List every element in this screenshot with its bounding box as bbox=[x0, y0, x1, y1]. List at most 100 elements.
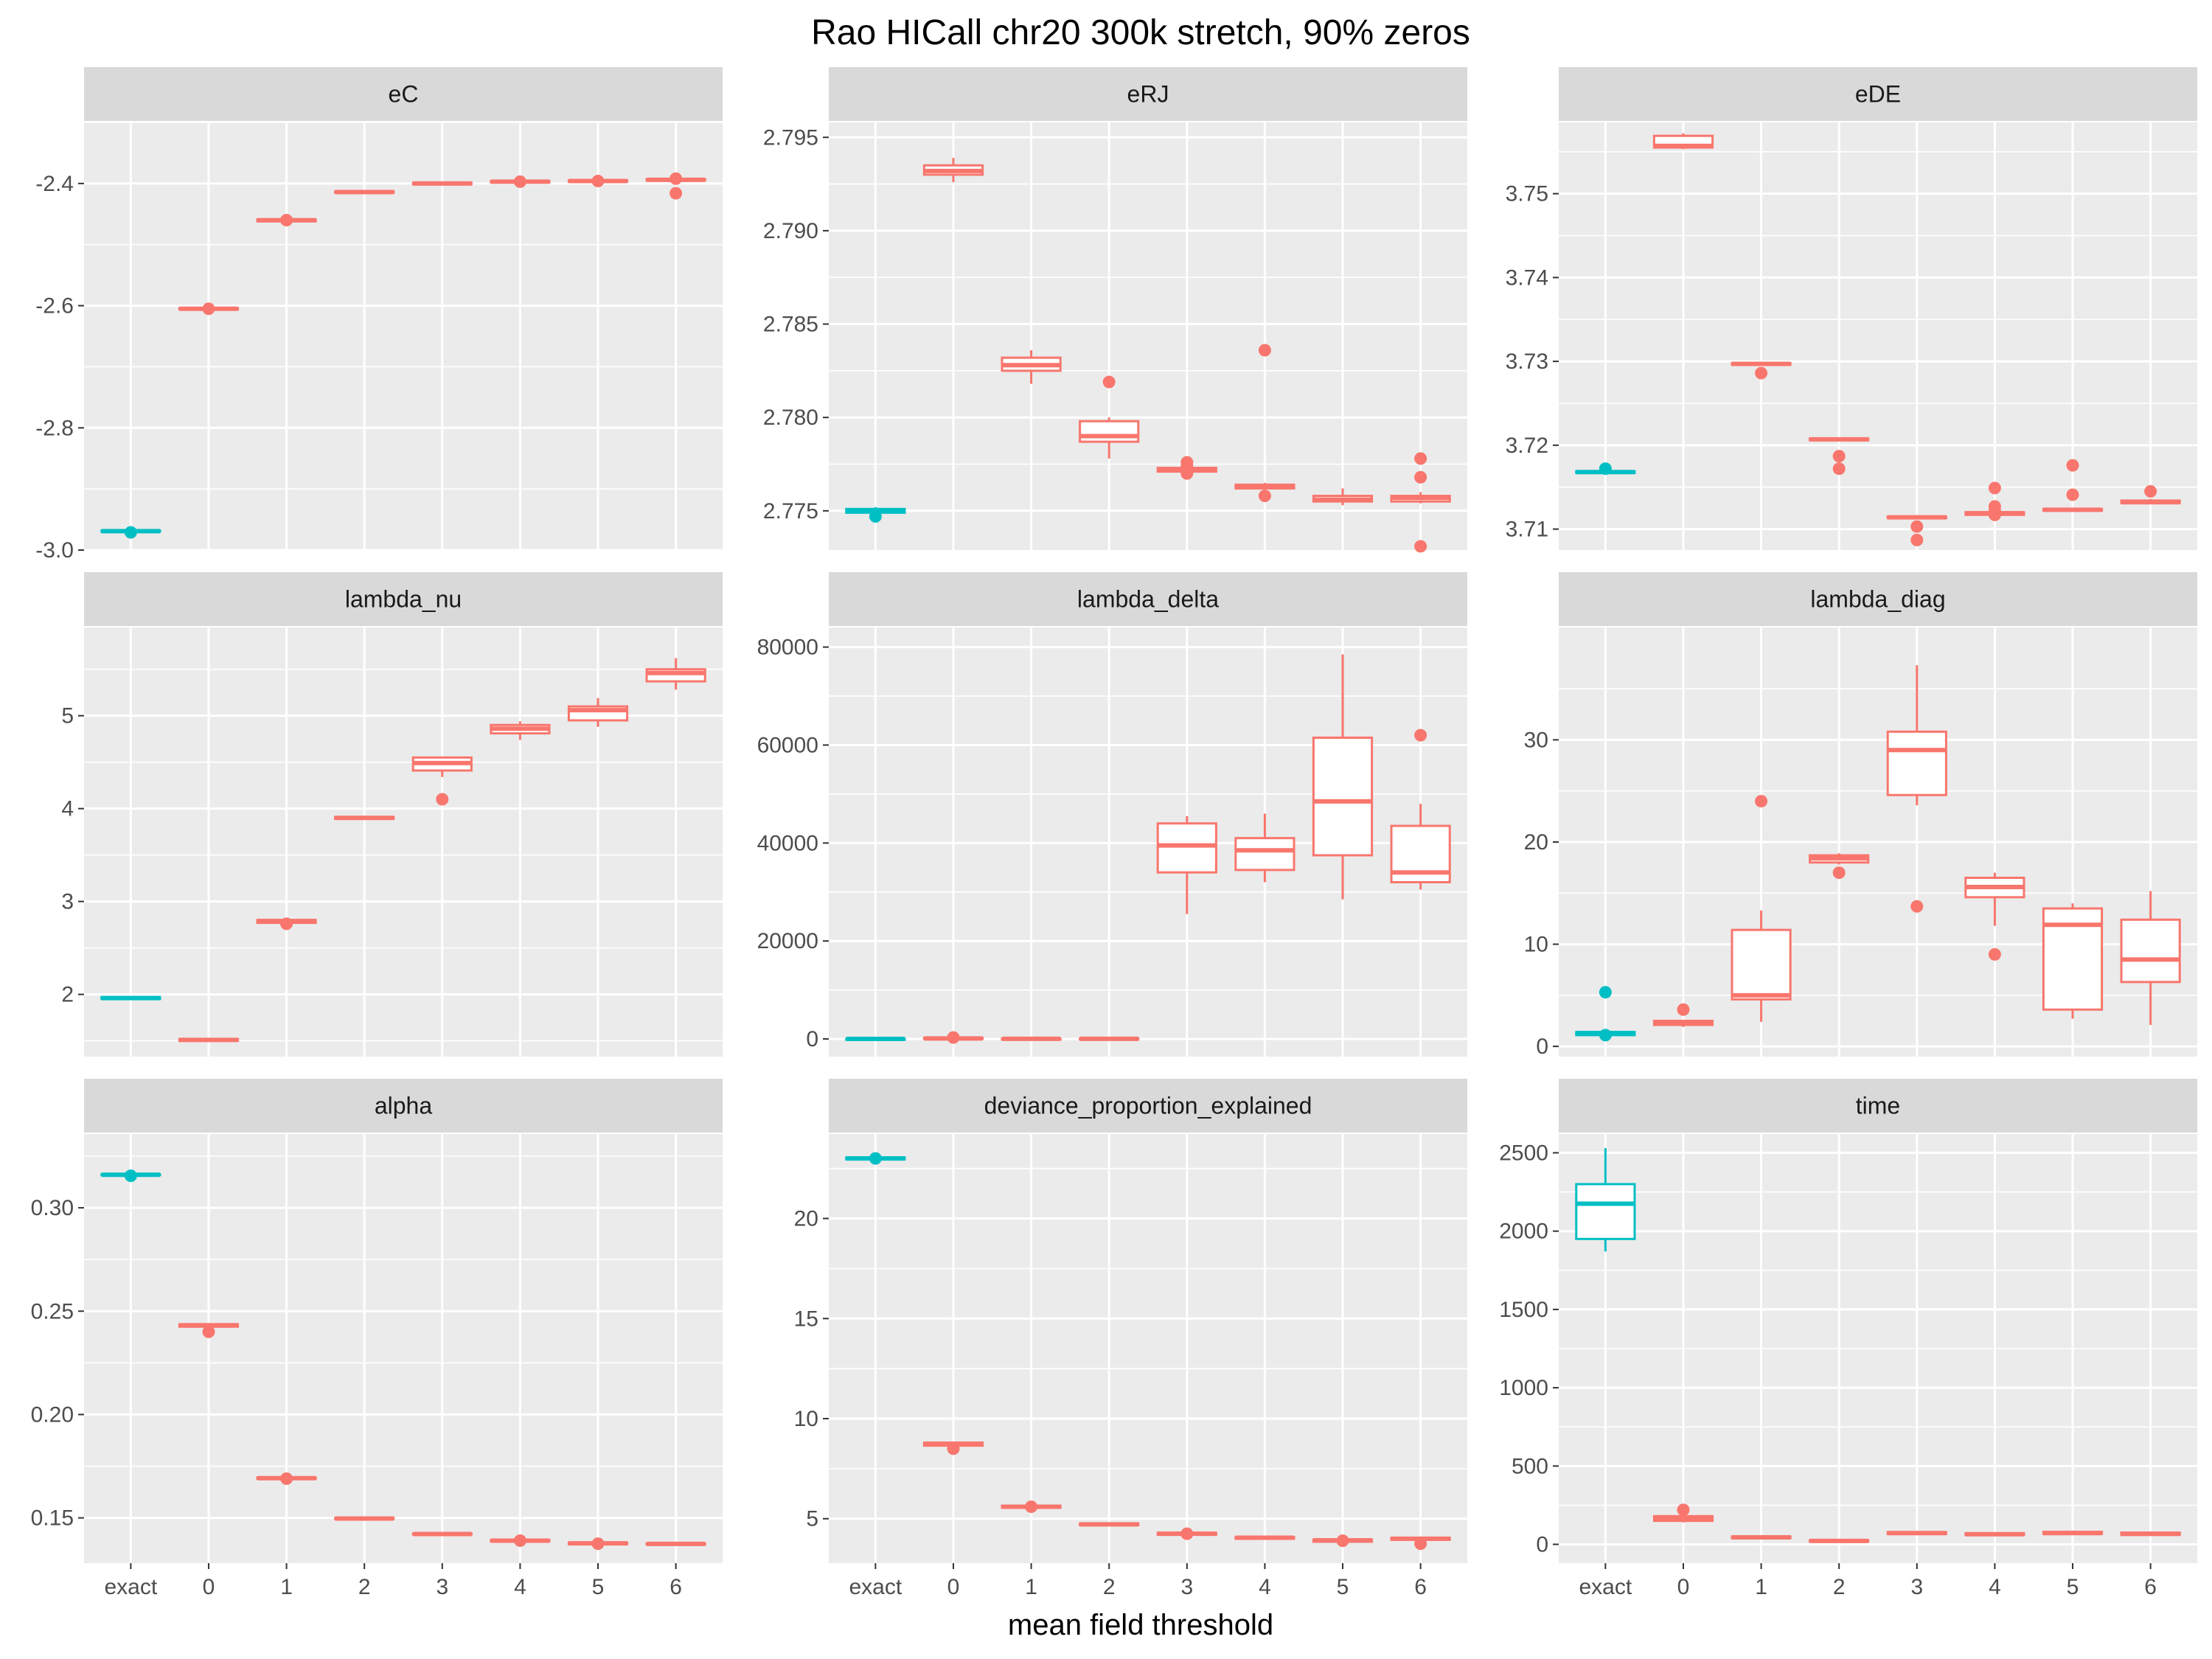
y-tick-label: 2.780 bbox=[763, 406, 818, 430]
y-tick-label: 3.74 bbox=[1506, 265, 1548, 290]
box-5 bbox=[1312, 488, 1374, 506]
box-4 bbox=[1964, 481, 2025, 521]
y-tick-label: 2500 bbox=[1499, 1141, 1548, 1165]
x-tick-label: 6 bbox=[1414, 1575, 1427, 1599]
outlier-point bbox=[1180, 467, 1194, 480]
y-tick-label: 0 bbox=[1536, 1533, 1548, 1557]
outlier-point bbox=[280, 214, 293, 227]
facet-strip-label: eC bbox=[389, 81, 419, 108]
outlier-point bbox=[1336, 1534, 1349, 1548]
outlier-point bbox=[1258, 344, 1271, 357]
facet-strip bbox=[1559, 1079, 2197, 1133]
y-tick-label: 0 bbox=[1536, 1034, 1548, 1059]
box-exact bbox=[100, 526, 161, 539]
box-2 bbox=[1079, 1522, 1140, 1527]
plot-panel-background bbox=[829, 1134, 1467, 1563]
y-tick-label: 1500 bbox=[1499, 1298, 1548, 1322]
box-4 bbox=[1234, 344, 1295, 503]
facet-panel-lambda-nu: lambda_nu 2 3 4 5 bbox=[61, 572, 723, 1057]
outlier-point bbox=[2066, 488, 2079, 501]
facet-panel-lambda-delta: lambda_delta 0 20000 40000 60000 80000 bbox=[757, 572, 1467, 1057]
outlier-point bbox=[436, 793, 449, 806]
x-tick-label: 0 bbox=[947, 1575, 960, 1599]
x-tick-label: 1 bbox=[1755, 1575, 1767, 1599]
outlier-point bbox=[1102, 375, 1116, 389]
box-3 bbox=[1886, 515, 1947, 546]
x-tick-label: 6 bbox=[669, 1575, 682, 1599]
x-tick-label: 3 bbox=[1180, 1575, 1193, 1599]
box-iqr bbox=[1234, 837, 1295, 872]
outlier-point bbox=[202, 302, 215, 316]
box-5 bbox=[1312, 1534, 1374, 1548]
box-iqr bbox=[2120, 918, 2181, 984]
x-tick-label: 1 bbox=[280, 1575, 293, 1599]
x-tick-label: 5 bbox=[2067, 1575, 2079, 1599]
x-tick-label: exact bbox=[105, 1575, 158, 1599]
x-tick-label: 3 bbox=[1910, 1575, 1923, 1599]
x-tick-label: 2 bbox=[358, 1575, 371, 1599]
box-6 bbox=[645, 172, 706, 200]
y-tick-label: 3 bbox=[61, 890, 74, 914]
y-tick-label: 2000 bbox=[1499, 1220, 1548, 1244]
y-tick-label: 3.73 bbox=[1506, 349, 1548, 374]
x-tick-label: exact bbox=[849, 1575, 902, 1599]
x-tick-label: 4 bbox=[1259, 1575, 1271, 1599]
y-tick-label: 20 bbox=[1524, 830, 1548, 855]
box-5 bbox=[567, 1537, 629, 1551]
box-iqr bbox=[1312, 736, 1374, 857]
y-tick-label: -2.8 bbox=[35, 416, 74, 440]
facet-strip-label: eDE bbox=[1855, 81, 1901, 108]
outlier-point bbox=[1910, 520, 1924, 533]
box-5 bbox=[567, 698, 629, 727]
box-0 bbox=[922, 1441, 984, 1455]
facet-strip-label: eRJ bbox=[1127, 81, 1169, 108]
box-0 bbox=[1652, 1503, 1714, 1523]
y-tick-label: 2.790 bbox=[763, 219, 818, 243]
outlier-point bbox=[1910, 900, 1924, 913]
x-tick-label: 4 bbox=[1989, 1575, 2001, 1599]
x-tick-label: 0 bbox=[1677, 1575, 1690, 1599]
x-tick-label: 2 bbox=[1103, 1575, 1116, 1599]
outlier-point bbox=[1988, 508, 2001, 521]
x-tick-label: 5 bbox=[592, 1575, 605, 1599]
box-5 bbox=[2042, 903, 2104, 1019]
box-exact bbox=[100, 995, 161, 1001]
outlier-point bbox=[513, 175, 526, 188]
box-exact bbox=[100, 1169, 161, 1183]
y-tick-label: 0.25 bbox=[31, 1299, 74, 1324]
outlier-point bbox=[1414, 1537, 1427, 1551]
box-4 bbox=[1964, 872, 2025, 961]
box-4 bbox=[1234, 1535, 1295, 1540]
facet-panel-eRJ: eRJ 2.775 2.780 2.785 2.790 2.795 bbox=[763, 67, 1467, 553]
y-tick-label: 0.30 bbox=[31, 1196, 74, 1220]
facet-strip bbox=[84, 67, 723, 121]
facet-panels: eC -3.0 -2.8 -2.6 -2.4 eRJ 2.775 2.780 2.785 2.79… bbox=[31, 67, 2197, 1599]
box-4 bbox=[1964, 1531, 2025, 1537]
outlier-point bbox=[280, 1472, 293, 1485]
box-6 bbox=[1390, 1536, 1451, 1551]
y-tick-label: 0.15 bbox=[31, 1506, 74, 1531]
box-3 bbox=[1886, 1531, 1947, 1536]
box-exact bbox=[845, 1152, 906, 1165]
box-6 bbox=[2120, 484, 2181, 505]
x-tick-label: 5 bbox=[1337, 1575, 1349, 1599]
x-tick-label: 0 bbox=[203, 1575, 215, 1599]
y-tick-label: 15 bbox=[794, 1307, 818, 1331]
y-tick-label: 80000 bbox=[757, 636, 818, 660]
outlier-point bbox=[1414, 728, 1427, 742]
outlier-point bbox=[1025, 1500, 1038, 1513]
y-tick-label: 5 bbox=[61, 704, 74, 728]
outlier-point bbox=[2144, 484, 2157, 498]
y-tick-label: 30 bbox=[1524, 728, 1548, 752]
box-1 bbox=[1731, 1534, 1792, 1540]
y-tick-label: 500 bbox=[1512, 1454, 1548, 1478]
box-1 bbox=[256, 1472, 317, 1485]
facet-strip-label: lambda_nu bbox=[345, 586, 462, 613]
x-axis-title: mean field threshold bbox=[1008, 1609, 1273, 1641]
box-1 bbox=[1001, 1500, 1062, 1513]
box-4 bbox=[1234, 813, 1295, 883]
outlier-point bbox=[513, 1534, 526, 1547]
plot-panel-background bbox=[84, 627, 723, 1057]
box-3 bbox=[1156, 1527, 1217, 1540]
